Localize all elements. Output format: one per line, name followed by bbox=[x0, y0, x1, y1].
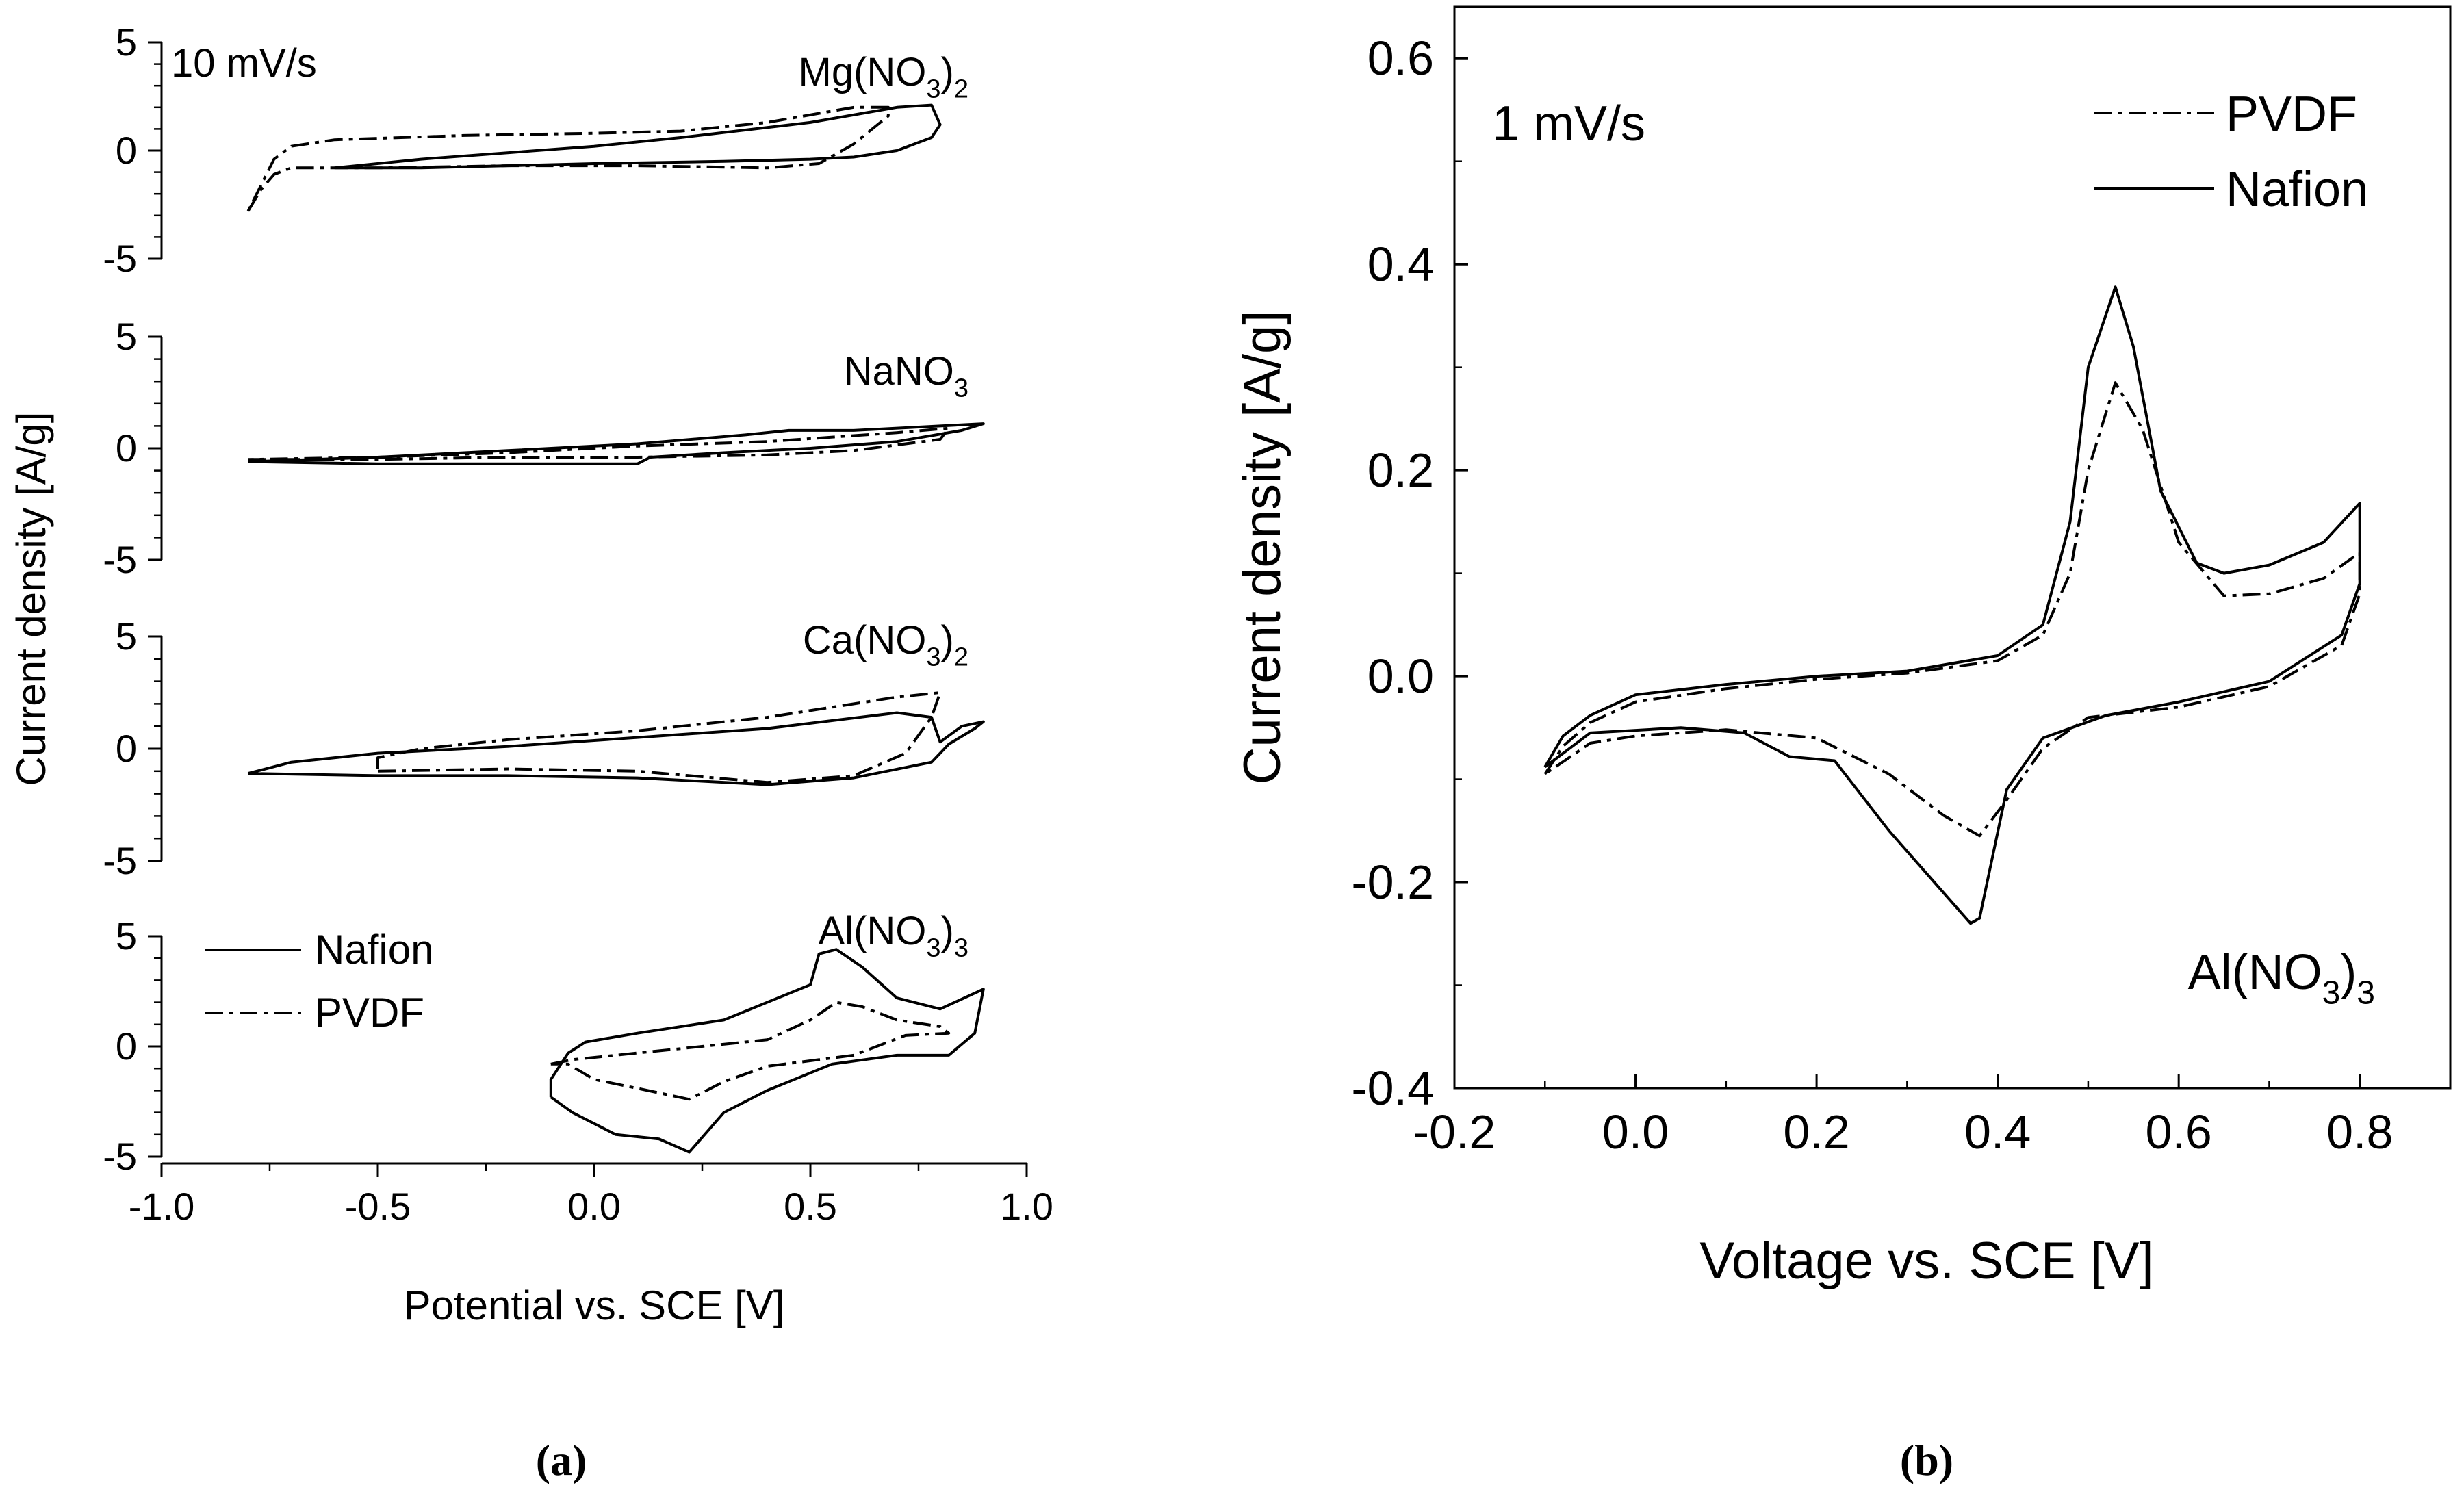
subplot-1-electrolyte-label: NaNO3 bbox=[844, 349, 968, 402]
panel-b-scan-rate: 1 mV/s bbox=[1492, 96, 1645, 151]
subplot-0: 5 0 -5 Mg(NO3)2 bbox=[103, 21, 968, 280]
panel-b-electrolyte-label-paren: ) bbox=[2340, 945, 2357, 1000]
subplot-1-y-tick-label: 5 bbox=[116, 315, 137, 358]
panel-b-legend-label-nafion: Nafion bbox=[2226, 162, 2368, 217]
subplot-0-y-tick-label: -5 bbox=[103, 237, 137, 280]
subplot-1-electrolyte-label-base: NaNO bbox=[844, 349, 954, 394]
panel-b-series-pvdf bbox=[1543, 381, 2361, 838]
panel-b-x-tick-label: 0.8 bbox=[2326, 1105, 2393, 1159]
subplot-3-series-pvdf bbox=[550, 1001, 951, 1101]
panel-a-y-label: Current density [A/g] bbox=[8, 412, 54, 786]
subplot-3: 50-5Al(NO3)3 bbox=[103, 909, 985, 1178]
subplot-0-electrolyte-label-base: Mg(NO bbox=[799, 50, 927, 94]
subplot-0-electrolyte-label-sub2: 2 bbox=[954, 75, 968, 103]
panel-a-caption: (a) bbox=[536, 1436, 587, 1484]
panel-b-electrolyte-label: Al(NO3)3 bbox=[2188, 945, 2375, 1012]
subplot-2-electrolyte-label-sub1: 3 bbox=[926, 643, 940, 671]
subplot-2-y-tick-label: -5 bbox=[103, 839, 137, 882]
panel-b-plot-frame bbox=[1453, 5, 2452, 1090]
panel-b-x-label: Voltage vs. SCE [V] bbox=[1699, 1232, 2153, 1290]
subplot-3-y-tick-label: 0 bbox=[116, 1025, 137, 1068]
panel-a-x-label: Potential vs. SCE [V] bbox=[404, 1283, 785, 1328]
panel-b-x-tick-label: -0.2 bbox=[1413, 1105, 1496, 1159]
subplot-0-series-pvdf bbox=[246, 105, 890, 212]
panel-a-x-tick-label: 0.5 bbox=[784, 1185, 837, 1228]
subplot-2-series-pvdf bbox=[376, 691, 942, 784]
subplot-1-electrolyte-label-sub1: 3 bbox=[954, 374, 968, 402]
subplot-0-electrolyte-label-sub1: 3 bbox=[926, 75, 940, 103]
panel-b-x-tick-label: 0.2 bbox=[1783, 1105, 1849, 1159]
panel-b-y-tick-label: 0.0 bbox=[1368, 649, 1434, 703]
subplot-2-electrolyte-label: Ca(NO3)2 bbox=[803, 618, 968, 671]
panel-a-scan-rate: 10 mV/s bbox=[171, 41, 317, 86]
subplot-3-electrolyte-label-paren: ) bbox=[941, 909, 954, 953]
subplot-1-y-tick-label: 0 bbox=[116, 426, 137, 469]
subplot-0-series-nafion bbox=[334, 103, 942, 170]
panel-b-y-tick-label: 0.6 bbox=[1368, 31, 1434, 85]
panel-b-y-tick-label: -0.4 bbox=[1351, 1061, 1434, 1115]
subplot-1-series-pvdf bbox=[248, 426, 951, 461]
subplot-1-series-nafion bbox=[248, 422, 985, 465]
panel-b-electrolyte-label-base: Al(NO bbox=[2188, 945, 2322, 1000]
panel-b-electrolyte-label-sub2: 3 bbox=[2357, 975, 2375, 1012]
subplot-0-electrolyte-label: Mg(NO3)2 bbox=[799, 50, 969, 103]
subplot-3-electrolyte-label-sub2: 3 bbox=[954, 933, 968, 962]
panel-b-x-tick-label: 0.6 bbox=[2146, 1105, 2212, 1159]
subplot-3-electrolyte-label-sub1: 3 bbox=[926, 933, 940, 962]
panel-b-caption: (b) bbox=[1900, 1436, 1953, 1484]
subplot-0-y-tick-label: 5 bbox=[116, 21, 137, 64]
subplot-0-electrolyte-label-paren: ) bbox=[941, 50, 954, 94]
subplot-3-y-tick-label: 5 bbox=[116, 914, 137, 957]
panel-a-legend: Nafion PVDF bbox=[205, 927, 433, 1035]
panel-a-x-tick-label: 0.0 bbox=[567, 1185, 621, 1228]
panel-b-electrolyte-label-sub1: 3 bbox=[2322, 975, 2341, 1012]
panel-b-y-label: Current density [A/g] bbox=[1233, 311, 1292, 785]
subplot-1: 5 0 -5 NaNO3 bbox=[103, 315, 985, 581]
panel-b-legend-label-pvdf: PVDF bbox=[2226, 87, 2357, 142]
panel-a-x-tick-label: -1.0 bbox=[129, 1185, 195, 1228]
subplot-2: 5 0 -5 Ca(NO3)2 bbox=[103, 615, 985, 882]
subplot-2-electrolyte-label-base: Ca(NO bbox=[803, 618, 926, 662]
subplot-3-electrolyte-label: Al(NO3)3 bbox=[819, 909, 969, 962]
panel-a-x-tick-label: -0.5 bbox=[345, 1185, 411, 1228]
panel-b-x-tick-label: 0.4 bbox=[1964, 1105, 2031, 1159]
panel-a-legend-label-nafion: Nafion bbox=[315, 927, 433, 973]
panel-a-x-tick-label: 1.0 bbox=[1000, 1185, 1053, 1228]
subplot-3-series-nafion bbox=[549, 948, 985, 1154]
panel-b: -0.2 0.0 0.2 0.4 0.6 0.80.60.40.20.0-0.2-0.41… bbox=[1233, 5, 2452, 1484]
panel-b-legend: PVDF Nafion bbox=[2094, 87, 2368, 217]
panel-b-y-tick-label: -0.2 bbox=[1351, 855, 1434, 909]
panel-b-y-tick-label: 0.4 bbox=[1368, 237, 1434, 291]
subplot-2-electrolyte-label-sub2: 2 bbox=[954, 643, 968, 671]
subplot-0-y-tick-label: 0 bbox=[116, 129, 137, 172]
panel-b-series-nafion bbox=[1543, 285, 2361, 925]
subplot-3-y-tick-label: -5 bbox=[103, 1135, 137, 1178]
subplot-2-y-tick-label: 5 bbox=[116, 615, 137, 658]
panel-b-x-tick-label: 0.0 bbox=[1602, 1105, 1669, 1159]
subplot-3-electrolyte-label-base: Al(NO bbox=[819, 909, 927, 953]
panel-a: 50-5Mg(NO3)250-5NaNO350-5Ca(NO3)250-5Al(… bbox=[8, 21, 1053, 1484]
subplot-2-y-tick-label: 0 bbox=[116, 727, 137, 770]
subplot-2-series-nafion bbox=[247, 711, 985, 786]
panel-b-y-tick-label: 0.2 bbox=[1368, 443, 1434, 497]
panel-a-legend-label-pvdf: PVDF bbox=[315, 990, 424, 1035]
subplot-1-y-tick-label: -5 bbox=[103, 538, 137, 581]
subplot-2-electrolyte-label-paren: ) bbox=[941, 618, 954, 662]
